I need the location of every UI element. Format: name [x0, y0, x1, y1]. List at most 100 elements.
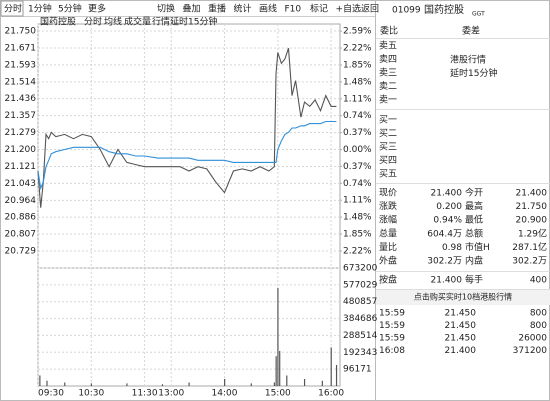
- stat-label: 市值H: [465, 241, 490, 253]
- tool-button[interactable]: 统计: [234, 3, 252, 15]
- stat-label: 涨幅: [379, 214, 397, 226]
- volume-bar: [39, 375, 41, 386]
- volume-bar: [321, 380, 323, 386]
- tool-button[interactable]: 重播: [208, 3, 226, 15]
- x-tick-label: 14:00: [212, 389, 238, 399]
- volume-bar: [161, 384, 164, 386]
- stat-value: 1.29亿: [518, 227, 547, 239]
- y-tick-label: 21.514: [5, 77, 37, 87]
- y2-tick-label: 1.85%: [343, 230, 372, 240]
- tool-button[interactable]: 返回: [361, 3, 379, 15]
- volume-bar: [64, 382, 66, 386]
- notice: 港股行情: [450, 54, 486, 66]
- y2-tick-label: 1.48%: [343, 213, 372, 223]
- x-tick-label: 13:00: [158, 389, 184, 399]
- ask-level: 卖三: [379, 68, 397, 79]
- tool-button[interactable]: F10: [285, 5, 302, 15]
- legend-entry: 分时: [84, 16, 102, 28]
- stat-value: 20.900: [516, 216, 548, 226]
- volume-tick-label: 384686: [343, 314, 378, 324]
- trade-time: 16:08: [379, 346, 405, 356]
- tool-button[interactable]: 标记: [310, 3, 328, 15]
- stat-value: 0.200: [436, 202, 462, 212]
- stat-value: 21.750: [516, 202, 548, 212]
- active-tab: [0, 0, 24, 17]
- y-tick-label: 21.436: [5, 94, 37, 104]
- bid-level: 买一: [379, 115, 397, 126]
- trade-price: 21.450: [445, 321, 477, 331]
- stat-label: 内盘: [465, 255, 483, 267]
- y-tick-label: 21.200: [5, 145, 37, 155]
- tool-button[interactable]: +自选: [336, 3, 362, 15]
- y2-tick-label: 0.74%: [343, 111, 372, 121]
- y-tick-label: 20.964: [5, 196, 37, 206]
- y2-tick-label: 1.11%: [343, 94, 372, 104]
- tab[interactable]: 更多: [88, 3, 106, 15]
- y-tick-label: 21.671: [5, 44, 37, 54]
- stock-name: 国药控股: [424, 3, 464, 16]
- notice: 延时15分钟: [450, 67, 497, 79]
- bid-level: 买三: [379, 142, 397, 153]
- ask-level: 卖五: [379, 41, 397, 52]
- trade-time: 15:59: [379, 309, 405, 319]
- stat-label: 涨跌: [379, 201, 397, 212]
- label: 委差: [462, 25, 480, 37]
- stat-value: 21.400: [431, 276, 463, 286]
- y-tick-label: 21.121: [5, 162, 37, 172]
- y2-tick-label: 2.59%: [343, 27, 372, 37]
- tool-button[interactable]: 切换: [157, 3, 175, 15]
- tab[interactable]: 分时: [4, 3, 22, 15]
- trade-price: 21.450: [445, 309, 477, 319]
- y-tick-label: 21.593: [5, 60, 37, 70]
- volume-bar: [273, 382, 275, 386]
- trade-volume: 26000: [518, 334, 547, 344]
- trade-volume: 371200: [513, 346, 548, 356]
- stat-label: 最低: [465, 214, 483, 226]
- promo-link[interactable]: 点击购买实时10档港股行情: [414, 292, 512, 302]
- y-tick-label: 20.886: [5, 213, 37, 223]
- x-tick-label: 10:30: [78, 389, 104, 399]
- y2-tick-label: 0.74%: [343, 179, 372, 189]
- volume-bar: [277, 287, 279, 386]
- volume-tick-label: 192343: [343, 348, 377, 358]
- stat-label: 量比: [379, 241, 397, 253]
- volume-bar: [303, 378, 306, 386]
- x-tick-label: 16:00: [318, 389, 344, 399]
- chart-title: 国药控股: [40, 16, 76, 28]
- tool-button[interactable]: 画线: [259, 3, 277, 15]
- x-tick-label: 09:30: [38, 389, 64, 399]
- bid-level: 买四: [379, 155, 397, 166]
- ask-level: 卖二: [379, 81, 397, 92]
- series-line: [37, 48, 337, 208]
- tool-button[interactable]: 叠加: [183, 4, 201, 15]
- x-tick-label: 11:30: [132, 389, 158, 399]
- volume-bar: [250, 383, 252, 386]
- y-tick-label: 20.807: [5, 230, 37, 240]
- tab[interactable]: 5分钟: [58, 3, 82, 15]
- y2-tick-label: 2.22%: [343, 246, 372, 256]
- stat-value: 287.1亿: [512, 241, 547, 253]
- volume-tick-label: 480857: [343, 297, 377, 307]
- stat-label: 总量: [379, 227, 397, 239]
- volume-title: 成交量: [124, 16, 151, 28]
- y-tick-label: 21.357: [5, 111, 37, 121]
- stat-value: 0.98: [442, 243, 462, 253]
- volume-bar: [224, 378, 226, 386]
- tab[interactable]: 1分钟: [28, 3, 52, 15]
- y2-tick-label: 0.00%: [343, 145, 372, 155]
- stat-label: 最高: [465, 200, 483, 212]
- stock-code: 01099: [392, 6, 421, 16]
- y-tick-label: 21.043: [5, 179, 37, 189]
- y2-tick-label: 0.37%: [343, 128, 372, 138]
- trade-volume: 800: [530, 309, 547, 319]
- volume-tick-label: 673200: [343, 264, 378, 274]
- label: 委比: [380, 25, 398, 37]
- y-tick-label: 21.750: [5, 27, 37, 37]
- volume-bar: [279, 350, 281, 386]
- stat-label: 现价: [379, 188, 397, 199]
- stat-value: 302.2万: [512, 257, 547, 267]
- y-tick-label: 20.729: [5, 246, 37, 256]
- trade-time: 15:59: [379, 321, 405, 331]
- y2-tick-label: 1.48%: [343, 77, 372, 87]
